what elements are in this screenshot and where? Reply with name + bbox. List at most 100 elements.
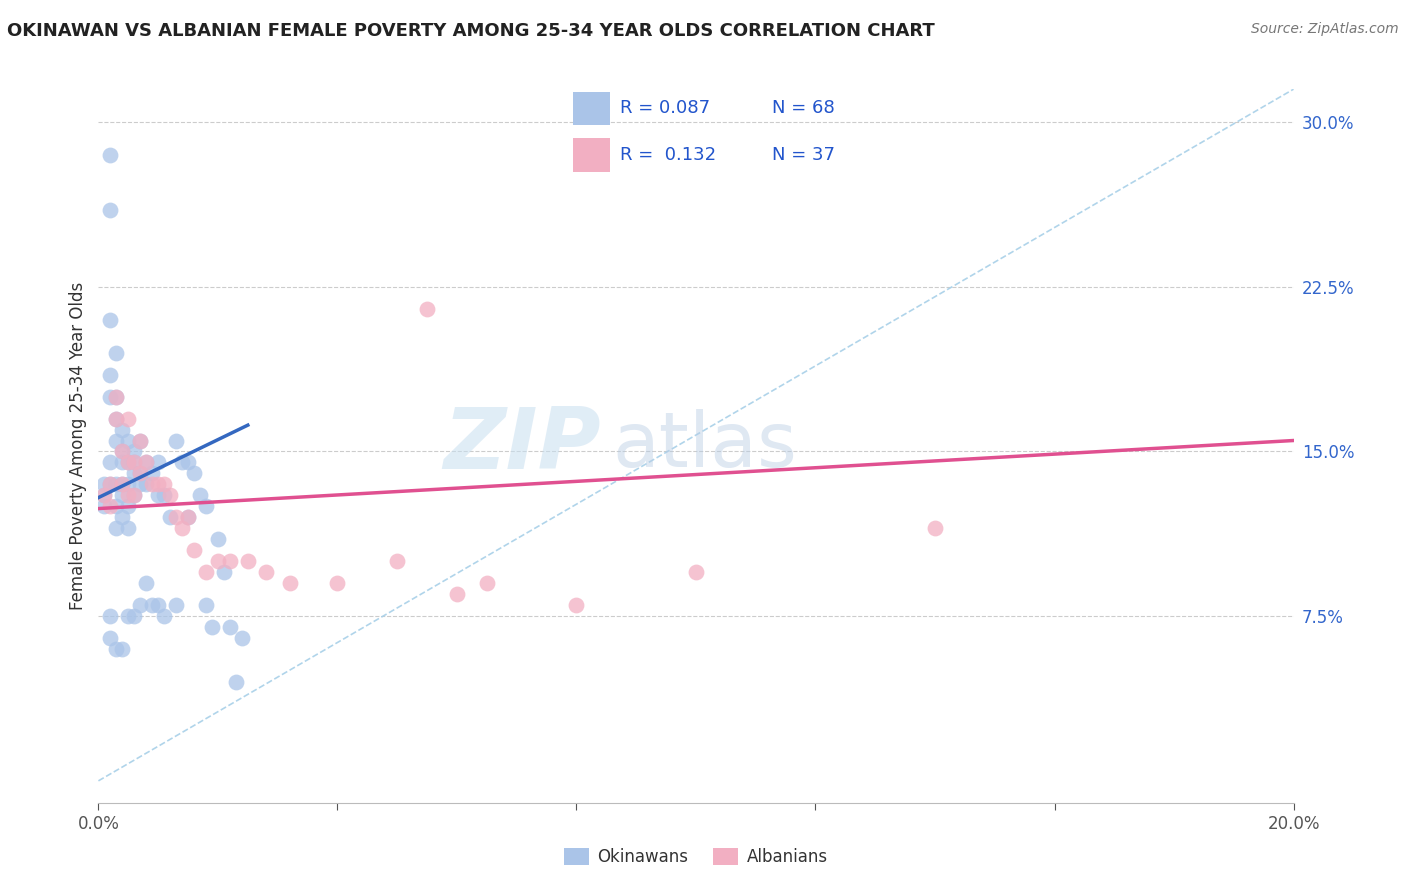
Point [124, 609, 146, 624]
Point [201, 620, 224, 634]
Point [98, 631, 122, 645]
Point [98, 477, 122, 491]
Point [129, 467, 152, 481]
Point [165, 510, 187, 524]
Point [148, 477, 170, 491]
Text: Source: ZipAtlas.com: Source: ZipAtlas.com [1251, 22, 1399, 37]
Point [326, 576, 349, 591]
Point [212, 566, 235, 580]
Point [195, 566, 218, 580]
Point [105, 345, 128, 359]
Point [159, 510, 181, 524]
Point [177, 510, 200, 524]
Point [117, 411, 139, 425]
Y-axis label: Female Poverty Among 25-34 Year Olds: Female Poverty Among 25-34 Year Olds [69, 282, 87, 610]
Point [219, 554, 242, 568]
Point [105, 390, 128, 404]
Point [105, 477, 128, 491]
Point [685, 566, 707, 580]
Point [195, 500, 218, 514]
Point [177, 510, 200, 524]
Point [105, 642, 128, 657]
Point [231, 631, 253, 645]
Point [416, 301, 439, 316]
Point [93, 500, 115, 514]
Point [135, 477, 157, 491]
Point [124, 488, 146, 502]
Point [219, 620, 242, 634]
Point [278, 576, 301, 591]
Text: N = 37: N = 37 [772, 145, 835, 163]
Point [117, 455, 139, 469]
Point [98, 148, 122, 162]
Point [117, 500, 139, 514]
Point [93, 488, 115, 502]
Point [117, 434, 139, 448]
Point [98, 312, 122, 326]
Point [117, 488, 139, 502]
Text: atlas: atlas [613, 409, 797, 483]
Point [111, 477, 134, 491]
Point [129, 477, 152, 491]
Point [111, 444, 134, 458]
Legend: Okinawans, Albanians: Okinawans, Albanians [557, 841, 835, 873]
Point [565, 598, 588, 612]
Point [124, 455, 146, 469]
Point [183, 543, 205, 558]
Point [111, 444, 134, 458]
Point [98, 368, 122, 382]
Point [254, 566, 277, 580]
Point [111, 642, 134, 657]
Point [207, 554, 229, 568]
Point [172, 521, 194, 535]
Point [172, 455, 194, 469]
Point [93, 488, 115, 502]
Point [124, 455, 146, 469]
Point [129, 598, 152, 612]
Point [98, 202, 122, 217]
Bar [572, 137, 610, 171]
Point [188, 488, 211, 502]
Point [129, 467, 152, 481]
Point [225, 675, 247, 690]
Point [183, 467, 205, 481]
Point [124, 444, 146, 458]
Point [117, 455, 139, 469]
Point [165, 434, 187, 448]
Point [135, 455, 157, 469]
Point [153, 477, 176, 491]
Point [148, 488, 170, 502]
Point [195, 598, 218, 612]
Point [111, 477, 134, 491]
Text: R =  0.132: R = 0.132 [620, 145, 716, 163]
Point [446, 587, 468, 601]
Point [117, 609, 139, 624]
Point [177, 455, 200, 469]
Point [117, 521, 139, 535]
Point [98, 455, 122, 469]
Text: R = 0.087: R = 0.087 [620, 100, 710, 118]
Point [98, 500, 122, 514]
Text: OKINAWAN VS ALBANIAN FEMALE POVERTY AMONG 25-34 YEAR OLDS CORRELATION CHART: OKINAWAN VS ALBANIAN FEMALE POVERTY AMON… [7, 22, 935, 40]
Point [111, 455, 134, 469]
Point [98, 477, 122, 491]
Point [129, 434, 152, 448]
Point [924, 521, 946, 535]
Point [141, 598, 163, 612]
Point [105, 500, 128, 514]
Point [111, 488, 134, 502]
Point [124, 467, 146, 481]
Point [148, 598, 170, 612]
Point [141, 467, 163, 481]
Point [385, 554, 409, 568]
Point [141, 477, 163, 491]
Point [117, 477, 139, 491]
Point [148, 455, 170, 469]
Point [105, 434, 128, 448]
Point [111, 423, 134, 437]
Point [475, 576, 498, 591]
Point [165, 598, 187, 612]
Point [93, 477, 115, 491]
Point [207, 533, 229, 547]
Point [153, 488, 176, 502]
